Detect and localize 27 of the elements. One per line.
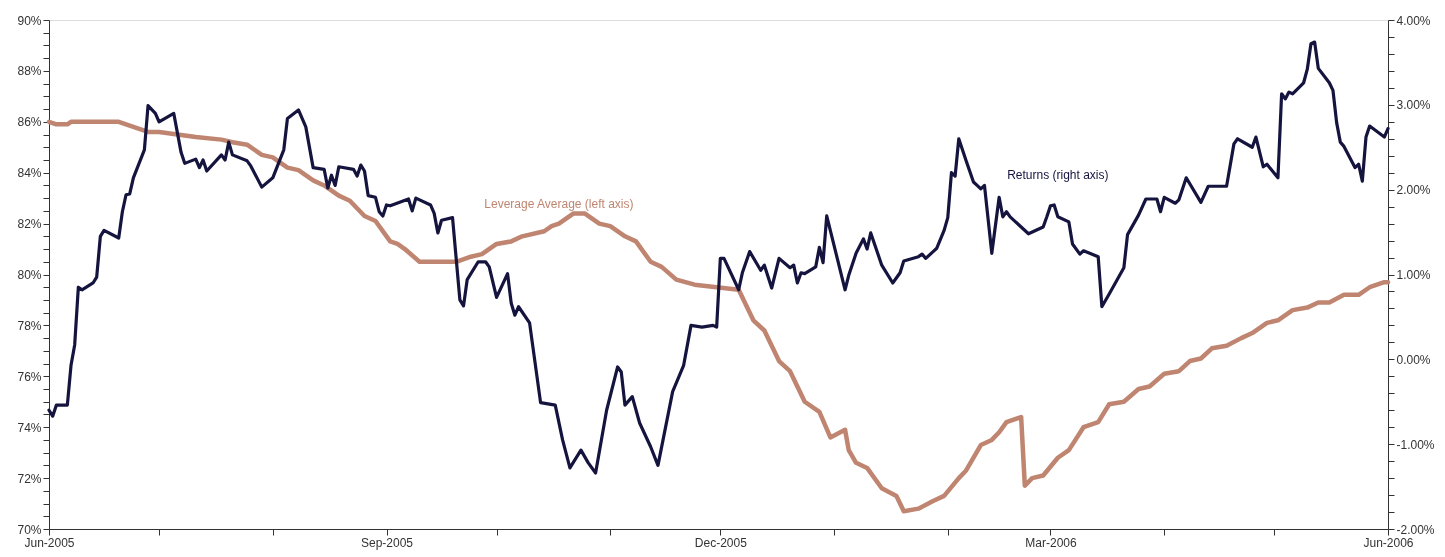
y-tick-label: 76% [17, 369, 42, 384]
x-tick-label: Mar-2006 [1025, 535, 1077, 550]
line-series [47, 40, 1390, 475]
x-tick-label: Dec-2005 [694, 535, 748, 550]
y2-tick-label: 0.00% [1396, 352, 1431, 367]
x-tick-label: Jun-2005 [24, 535, 75, 550]
y-tick-label: 88% [17, 64, 42, 79]
y-tick-label: 82% [17, 217, 42, 232]
x-tick-label: Sep-2005 [360, 535, 414, 550]
y2-tick-label: 2.00% [1396, 183, 1431, 198]
y2-tick-label: 1.00% [1396, 268, 1431, 282]
y-tick-label: 72% [17, 471, 42, 486]
y2-tick-label: -1.00% [1396, 437, 1435, 452]
series-label: Returns (right axis) [1007, 167, 1109, 182]
y-tick-label: 78% [17, 318, 42, 333]
y-tick-label: 70% [17, 522, 42, 537]
y-tick-label: 86% [17, 115, 42, 130]
y2-tick-label: 3.00% [1396, 98, 1431, 113]
series-label: Leverage Average (left axis) [484, 196, 634, 211]
y2-tick-label: 4.00% [1396, 13, 1431, 28]
y2-tick-label: -2.00% [1396, 522, 1435, 537]
y-tick-label: 90% [17, 13, 42, 28]
y-tick-label: 80% [17, 268, 42, 282]
x-tick-label: Jun-2006 [1363, 535, 1414, 550]
y-tick-label: 84% [17, 166, 42, 181]
line-series [46, 119, 1391, 514]
y-tick-label: 74% [17, 420, 42, 435]
